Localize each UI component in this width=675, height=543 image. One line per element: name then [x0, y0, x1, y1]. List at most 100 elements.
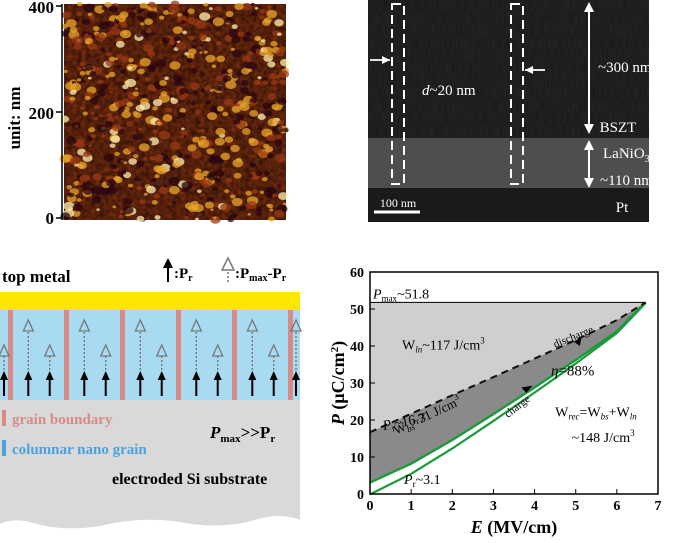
- afm-grain: [197, 129, 202, 133]
- top-metal-layer: [0, 292, 300, 310]
- pr-arrowhead: [0, 371, 8, 380]
- afm-grain: [203, 50, 208, 54]
- afm-grain: [256, 46, 261, 50]
- afm-grain: [158, 15, 165, 20]
- legend-pmax-text: :Pmax-Pr: [235, 266, 287, 284]
- afm-grain: [139, 57, 151, 67]
- afm-grain: [100, 134, 106, 138]
- lower-arrowhead: [584, 178, 594, 188]
- afm-grain: [88, 144, 92, 148]
- afm-grain: [158, 186, 169, 195]
- afm-grain: [210, 215, 221, 224]
- afm-grain: [140, 8, 145, 12]
- afm-grain: [60, 212, 71, 220]
- afm-grain: [63, 95, 73, 103]
- charge-curve: [369, 301, 647, 484]
- afm-grain: [108, 56, 116, 62]
- scalebar-label: 100 nm: [380, 196, 417, 210]
- legend-pmax-arrowhead: [220, 256, 236, 271]
- afm-grain: [136, 185, 143, 191]
- afm-grain: [176, 116, 180, 120]
- afm-grain: [265, 187, 272, 193]
- pmax-arrowhead: [43, 343, 56, 357]
- afm-grain: [87, 76, 92, 80]
- afm-grain: [205, 100, 212, 105]
- afm-grain: [278, 192, 289, 201]
- pmax-arrowhead: [0, 343, 11, 357]
- sem-lanio3-layer: [368, 138, 649, 188]
- afm-grain: [189, 68, 198, 75]
- afm-grain: [65, 19, 77, 28]
- afm-grain: [145, 185, 156, 194]
- afm-panel: 400 200 0 unit: nm: [0, 0, 300, 228]
- afm-grain: [272, 193, 278, 198]
- y-tick-label: 10: [350, 451, 364, 466]
- pr-arrowhead: [80, 371, 89, 380]
- afm-grain: [95, 33, 106, 42]
- afm-grain: [268, 216, 275, 222]
- substrate: [0, 400, 300, 529]
- afm-grain: [137, 68, 145, 75]
- afm-svg: 400 200 0 unit: nm: [5, 0, 290, 228]
- afm-grain: [241, 2, 252, 11]
- afm-grain: [208, 155, 220, 164]
- afm-grain: [233, 172, 242, 179]
- afm-grain: [198, 33, 208, 41]
- afm-grain: [147, 50, 156, 57]
- afm-grain: [207, 112, 218, 121]
- afm-grain: [171, 205, 175, 208]
- afm-grain: [266, 203, 270, 207]
- afm-grain: [256, 212, 262, 217]
- y-axis-label: P (μC/cm2): [330, 341, 349, 426]
- afm-grain: [200, 128, 206, 133]
- x-tick-label: 3: [490, 499, 497, 514]
- afm-grain: [90, 185, 102, 194]
- afm-grain: [162, 156, 171, 162]
- afm-grain: [215, 75, 224, 82]
- afm-grain: [257, 113, 266, 120]
- afm-grain: [209, 106, 218, 113]
- pr-arrowhead: [157, 371, 166, 380]
- afm-grain: [277, 126, 282, 130]
- afm-grain: [89, 97, 100, 105]
- top-metal-label: top metal: [2, 267, 71, 286]
- afm-grain: [79, 106, 86, 111]
- afm-grain: [230, 144, 240, 153]
- afm-grain: [90, 112, 95, 115]
- afm-grain: [275, 134, 283, 140]
- afm-grain: [114, 100, 125, 108]
- afm-grain: [212, 17, 225, 27]
- afm-grain: [245, 31, 252, 37]
- afm-grain: [256, 37, 262, 41]
- afm-grain: [126, 121, 134, 127]
- afm-grain: [153, 179, 163, 187]
- afm-grain: [220, 152, 231, 161]
- afm-grain: [123, 197, 133, 205]
- afm-grain: [172, 26, 183, 34]
- afm-grain: [84, 95, 91, 101]
- afm-grain: [259, 141, 265, 146]
- afm-grain: [222, 111, 229, 117]
- pr-remnant-annotation: Pr~3.1: [403, 473, 441, 489]
- afm-grain: [112, 205, 117, 209]
- afm-grain: [267, 5, 272, 9]
- afm-grain: [108, 71, 116, 78]
- afm-grain: [239, 205, 247, 212]
- afm-grain: [184, 154, 191, 160]
- schematic-svg: top metal :Pr :Pmax-Pr grain boundary Pm…: [0, 256, 303, 529]
- afm-grain: [216, 106, 224, 112]
- afm-grain: [163, 10, 170, 15]
- grain-boundary-stripe: [288, 310, 293, 400]
- afm-grain: [72, 203, 83, 212]
- afm-grain: [211, 157, 216, 160]
- afm-grain: [77, 163, 85, 169]
- afm-grain: [69, 96, 76, 102]
- grain-outline: [391, 3, 405, 185]
- afm-grain: [225, 177, 232, 183]
- afm-grain: [90, 133, 97, 139]
- wrec-value: ~148 J/cm3: [572, 428, 636, 446]
- afm-grain: [184, 216, 189, 220]
- afm-grain: [261, 39, 266, 43]
- afm-grain: [247, 173, 253, 179]
- d-arrowhead: [525, 66, 533, 74]
